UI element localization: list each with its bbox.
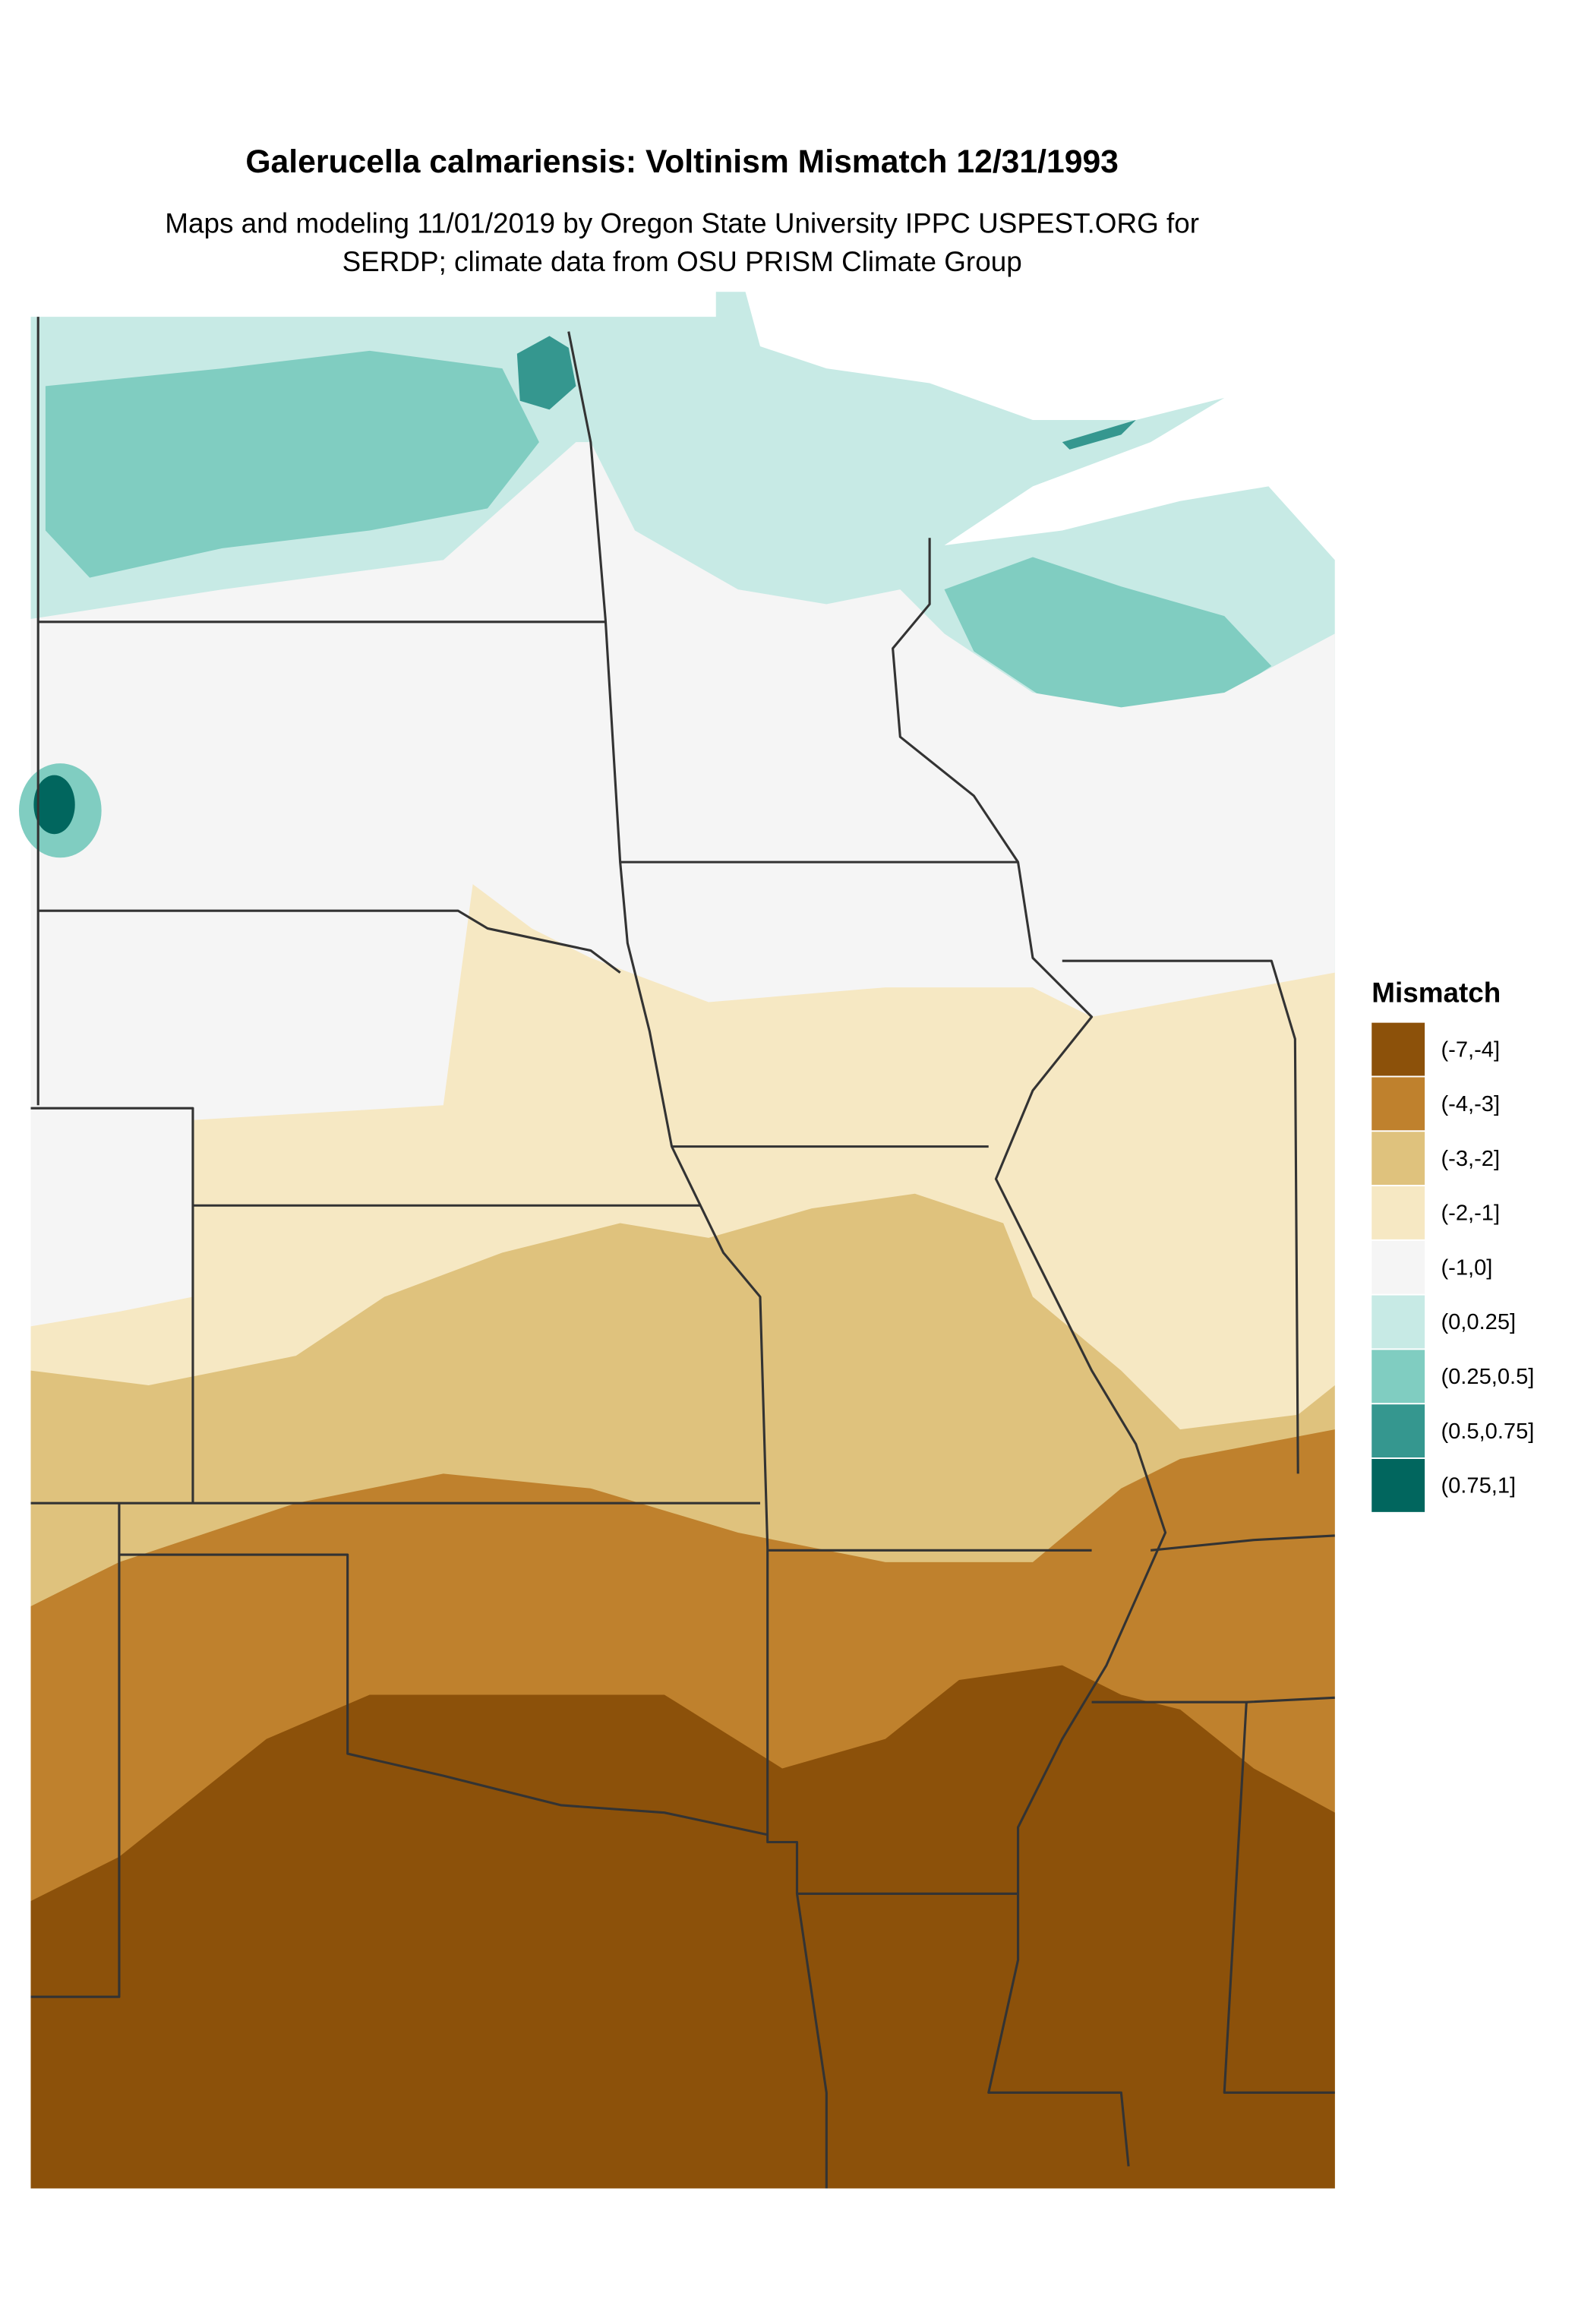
legend-label: (0.25,0.5] <box>1441 1365 1534 1389</box>
state-border <box>620 860 1167 2167</box>
legend-swatch <box>1371 1132 1425 1186</box>
legend-swatch <box>1371 1022 1425 1076</box>
map-region <box>33 775 75 835</box>
legend-swatch <box>1371 1077 1425 1131</box>
legend-label: (-2,-1] <box>1441 1201 1500 1226</box>
map-area <box>18 292 1335 2189</box>
map-region <box>516 336 576 410</box>
state-border <box>892 538 1019 863</box>
state-border <box>30 1107 194 1504</box>
legend-swatch <box>1371 1458 1425 1512</box>
legend: (-7,-4] (-4,-3] (-3,-2] (-2,-1] (-1,0] (0,0.2… <box>1371 1022 1534 1512</box>
legend-swatch <box>1371 1404 1425 1458</box>
map-subtitle: Maps and modeling 11/01/2019 by Oregon S… <box>165 208 1199 239</box>
state-border <box>1151 1534 1335 1552</box>
state-border <box>38 909 621 974</box>
state-border <box>1223 1702 1335 2094</box>
map-title: Galerucella calmariensis: Voltinism Mism… <box>245 144 1119 180</box>
legend-label: (0,0.25] <box>1441 1310 1516 1334</box>
legend-label: (-7,-4] <box>1441 1037 1500 1062</box>
legend-swatch <box>1371 1350 1425 1404</box>
legend-label: (-3,-2] <box>1441 1147 1500 1171</box>
legend-swatch <box>1371 1295 1425 1349</box>
state-borders <box>30 317 1335 2189</box>
legend-label: (-1,0] <box>1441 1255 1492 1280</box>
legend-swatch <box>1371 1186 1425 1239</box>
legend-swatch <box>1371 1240 1425 1294</box>
legend-title: Mismatch <box>1371 977 1501 1008</box>
state-border <box>567 331 828 2189</box>
legend-label: (-4,-3] <box>1441 1092 1500 1116</box>
map-region <box>1062 420 1136 450</box>
map-region <box>30 1665 1335 2189</box>
map-region <box>944 557 1272 725</box>
state-border <box>118 1553 769 1836</box>
legend-label: (0.75,1] <box>1441 1474 1516 1498</box>
map-subtitle: SERDP; climate data from OSU PRISM Clima… <box>342 246 1022 277</box>
state-border <box>1062 959 1299 1474</box>
map-region <box>45 350 539 578</box>
state-border <box>30 1503 121 1998</box>
legend-label: (0.5,0.75] <box>1441 1419 1534 1444</box>
